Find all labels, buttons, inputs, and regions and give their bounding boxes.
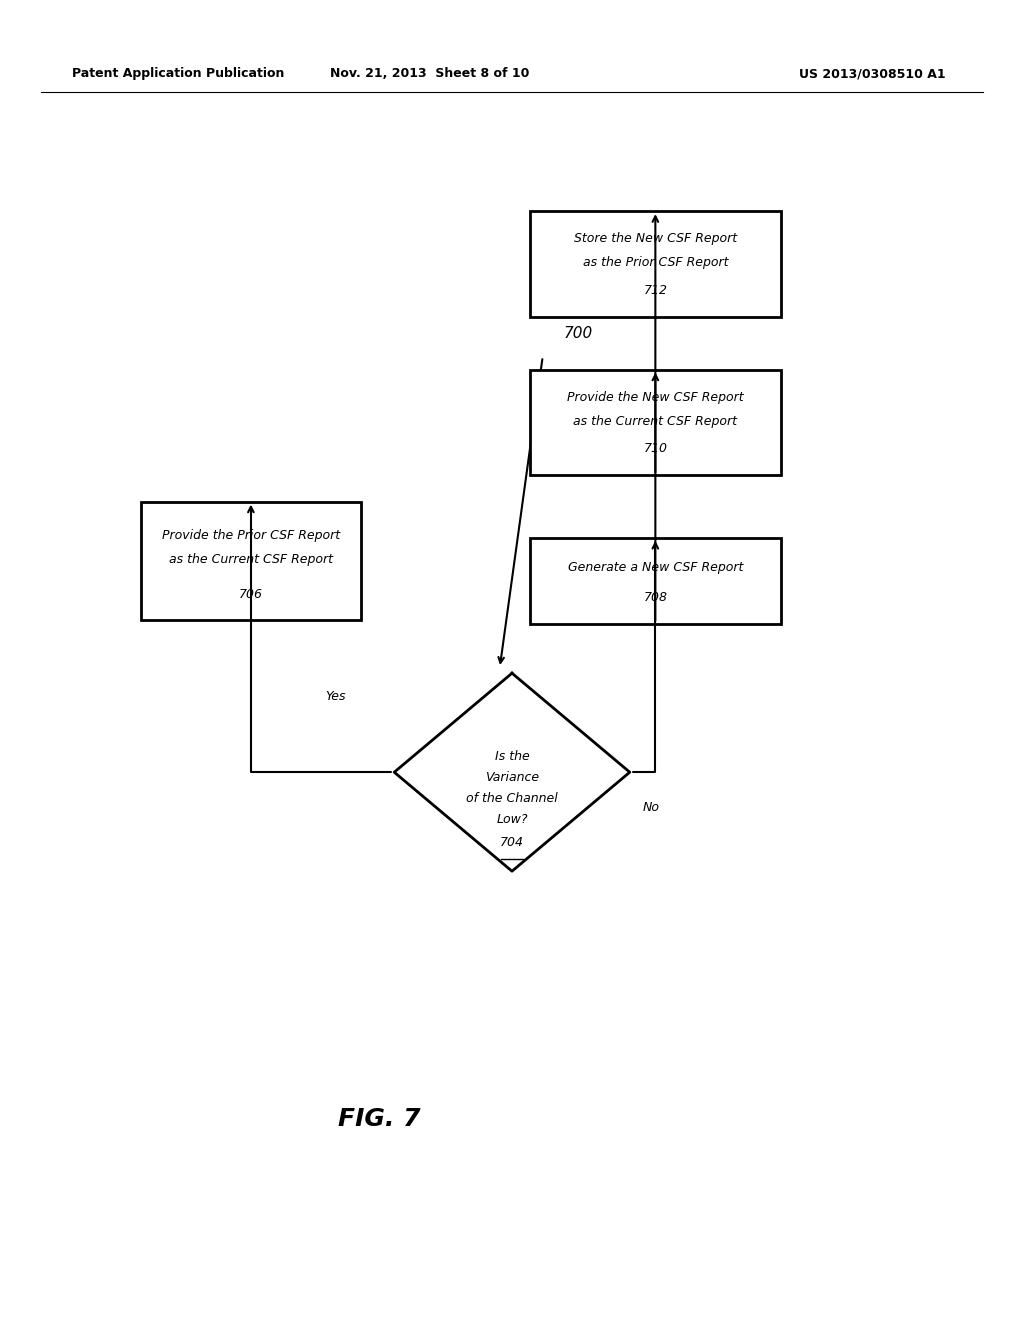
Text: Provide the Prior CSF Report: Provide the Prior CSF Report — [162, 529, 340, 543]
Text: as the Current CSF Report: as the Current CSF Report — [169, 553, 333, 566]
Text: 710: 710 — [643, 442, 668, 455]
Text: Is the: Is the — [495, 750, 529, 763]
Text: as the Prior CSF Report: as the Prior CSF Report — [583, 256, 728, 269]
Bar — [530, 370, 781, 475]
Bar — [141, 502, 361, 620]
Text: 712: 712 — [643, 284, 668, 297]
Text: Low?: Low? — [497, 813, 527, 826]
Text: Nov. 21, 2013  Sheet 8 of 10: Nov. 21, 2013 Sheet 8 of 10 — [331, 67, 529, 81]
Text: FIG. 7: FIG. 7 — [338, 1107, 420, 1131]
Text: Generate a New CSF Report: Generate a New CSF Report — [567, 561, 743, 574]
Text: Store the New CSF Report: Store the New CSF Report — [573, 232, 737, 246]
Text: Variance: Variance — [485, 771, 539, 784]
Text: of the Channel: of the Channel — [466, 792, 558, 805]
Text: as the Current CSF Report: as the Current CSF Report — [573, 414, 737, 428]
Text: Yes: Yes — [326, 690, 346, 704]
Text: US 2013/0308510 A1: US 2013/0308510 A1 — [799, 67, 945, 81]
Text: 706: 706 — [239, 587, 263, 601]
Text: Provide the New CSF Report: Provide the New CSF Report — [567, 391, 743, 404]
Text: 708: 708 — [643, 591, 668, 603]
Text: No: No — [643, 801, 660, 814]
Bar — [530, 539, 781, 623]
Text: 700: 700 — [563, 326, 593, 341]
Text: 704: 704 — [500, 836, 524, 849]
Bar — [530, 211, 781, 317]
Text: Patent Application Publication: Patent Application Publication — [72, 67, 284, 81]
